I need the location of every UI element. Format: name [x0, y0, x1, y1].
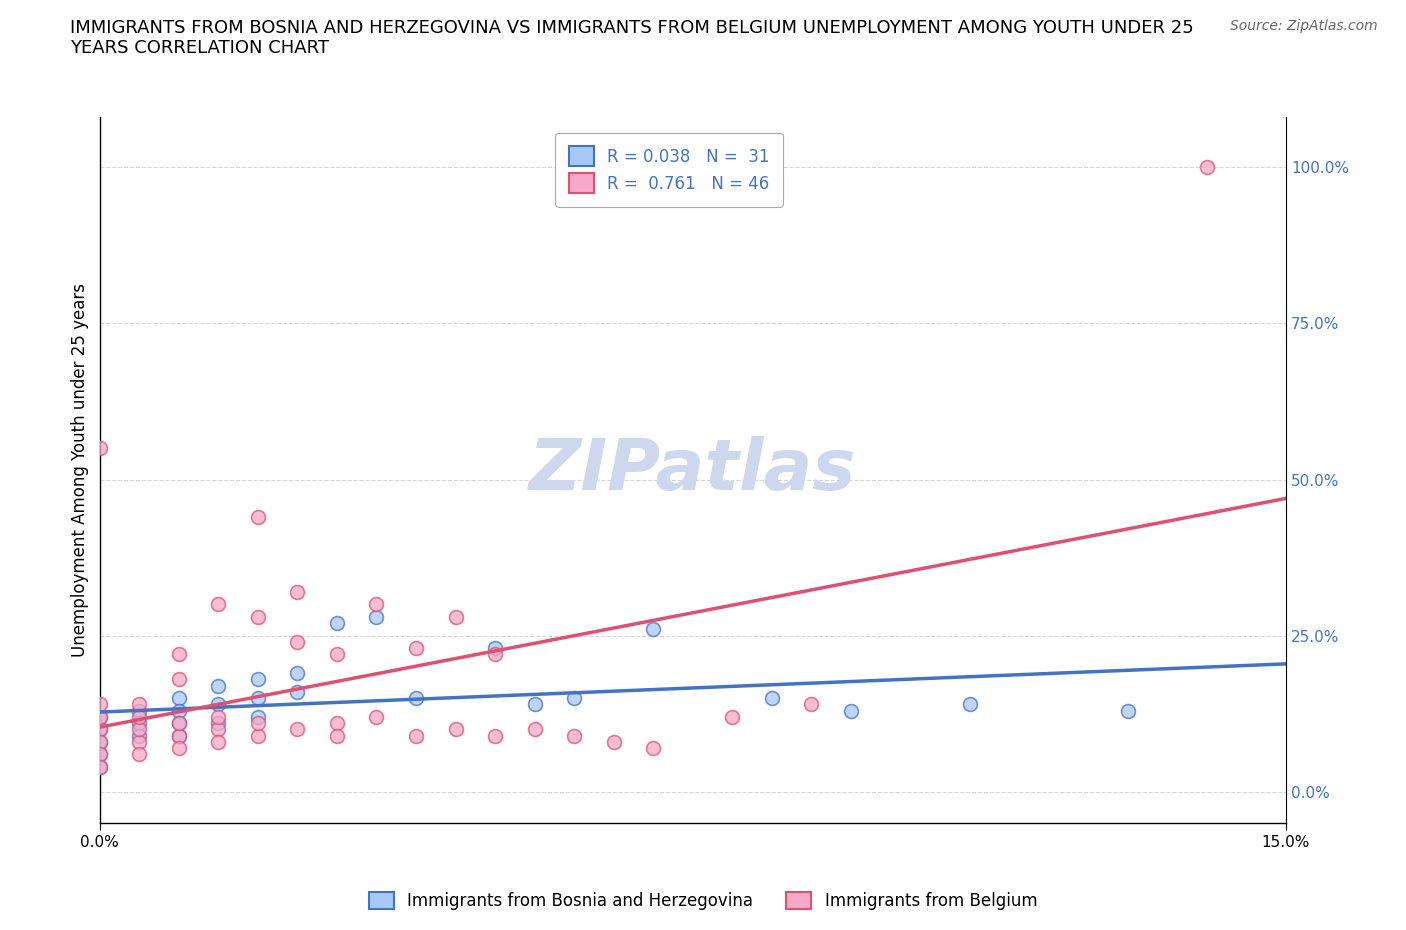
Point: [484, 647, 506, 662]
Point: [89, 735, 111, 750]
Point: [89, 710, 111, 724]
Point: [287, 634, 309, 649]
Point: [128, 697, 150, 711]
Point: [1116, 703, 1139, 718]
Text: IMMIGRANTS FROM BOSNIA AND HERZEGOVINA VS IMMIGRANTS FROM BELGIUM UNEMPLOYMENT A: IMMIGRANTS FROM BOSNIA AND HERZEGOVINA V…: [70, 19, 1194, 58]
Point: [167, 740, 190, 755]
Legend: Immigrants from Bosnia and Herzegovina, Immigrants from Belgium: Immigrants from Bosnia and Herzegovina, …: [361, 885, 1045, 917]
Point: [326, 616, 349, 631]
Point: [246, 710, 269, 724]
Y-axis label: Unemployment Among Youth under 25 years: Unemployment Among Youth under 25 years: [72, 284, 89, 658]
Point: [721, 710, 744, 724]
Point: [89, 722, 111, 737]
Point: [562, 728, 585, 743]
Point: [89, 722, 111, 737]
Point: [207, 716, 229, 731]
Point: [128, 735, 150, 750]
Point: [326, 716, 349, 731]
Point: [89, 441, 111, 456]
Legend: R = 0.038   N =  31, R =  0.761   N = 46: R = 0.038 N = 31, R = 0.761 N = 46: [555, 133, 783, 206]
Point: [207, 710, 229, 724]
Point: [89, 747, 111, 762]
Point: [366, 710, 388, 724]
Point: [89, 747, 111, 762]
Point: [89, 760, 111, 775]
Point: [444, 722, 467, 737]
Text: Source: ZipAtlas.com: Source: ZipAtlas.com: [1230, 19, 1378, 33]
Point: [287, 585, 309, 600]
Point: [167, 728, 190, 743]
Point: [523, 722, 546, 737]
Point: [366, 609, 388, 624]
Point: [643, 740, 665, 755]
Point: [128, 747, 150, 762]
Point: [603, 735, 626, 750]
Point: [246, 672, 269, 687]
Point: [207, 697, 229, 711]
Point: [562, 691, 585, 706]
Point: [89, 710, 111, 724]
Point: [1195, 160, 1218, 175]
Point: [128, 703, 150, 718]
Point: [246, 716, 269, 731]
Point: [484, 728, 506, 743]
Point: [405, 691, 427, 706]
Point: [959, 697, 981, 711]
Point: [207, 597, 229, 612]
Point: [800, 697, 823, 711]
Point: [128, 722, 150, 737]
Point: [444, 609, 467, 624]
Point: [207, 735, 229, 750]
Point: [326, 728, 349, 743]
Point: [246, 609, 269, 624]
Point: [167, 672, 190, 687]
Point: [167, 691, 190, 706]
Point: [167, 647, 190, 662]
Point: [246, 691, 269, 706]
Point: [128, 716, 150, 731]
Point: [89, 697, 111, 711]
Point: [839, 703, 862, 718]
Point: [287, 666, 309, 681]
Point: [89, 760, 111, 775]
Point: [128, 728, 150, 743]
Point: [167, 716, 190, 731]
Point: [643, 622, 665, 637]
Point: [167, 728, 190, 743]
Point: [89, 735, 111, 750]
Point: [366, 597, 388, 612]
Point: [484, 641, 506, 656]
Point: [246, 728, 269, 743]
Point: [167, 703, 190, 718]
Point: [523, 697, 546, 711]
Point: [246, 510, 269, 525]
Text: ZIPatlas: ZIPatlas: [529, 435, 856, 505]
Point: [287, 684, 309, 699]
Point: [207, 678, 229, 693]
Point: [167, 716, 190, 731]
Point: [287, 722, 309, 737]
Point: [128, 710, 150, 724]
Point: [207, 722, 229, 737]
Point: [761, 691, 783, 706]
Point: [326, 647, 349, 662]
Point: [405, 728, 427, 743]
Point: [405, 641, 427, 656]
